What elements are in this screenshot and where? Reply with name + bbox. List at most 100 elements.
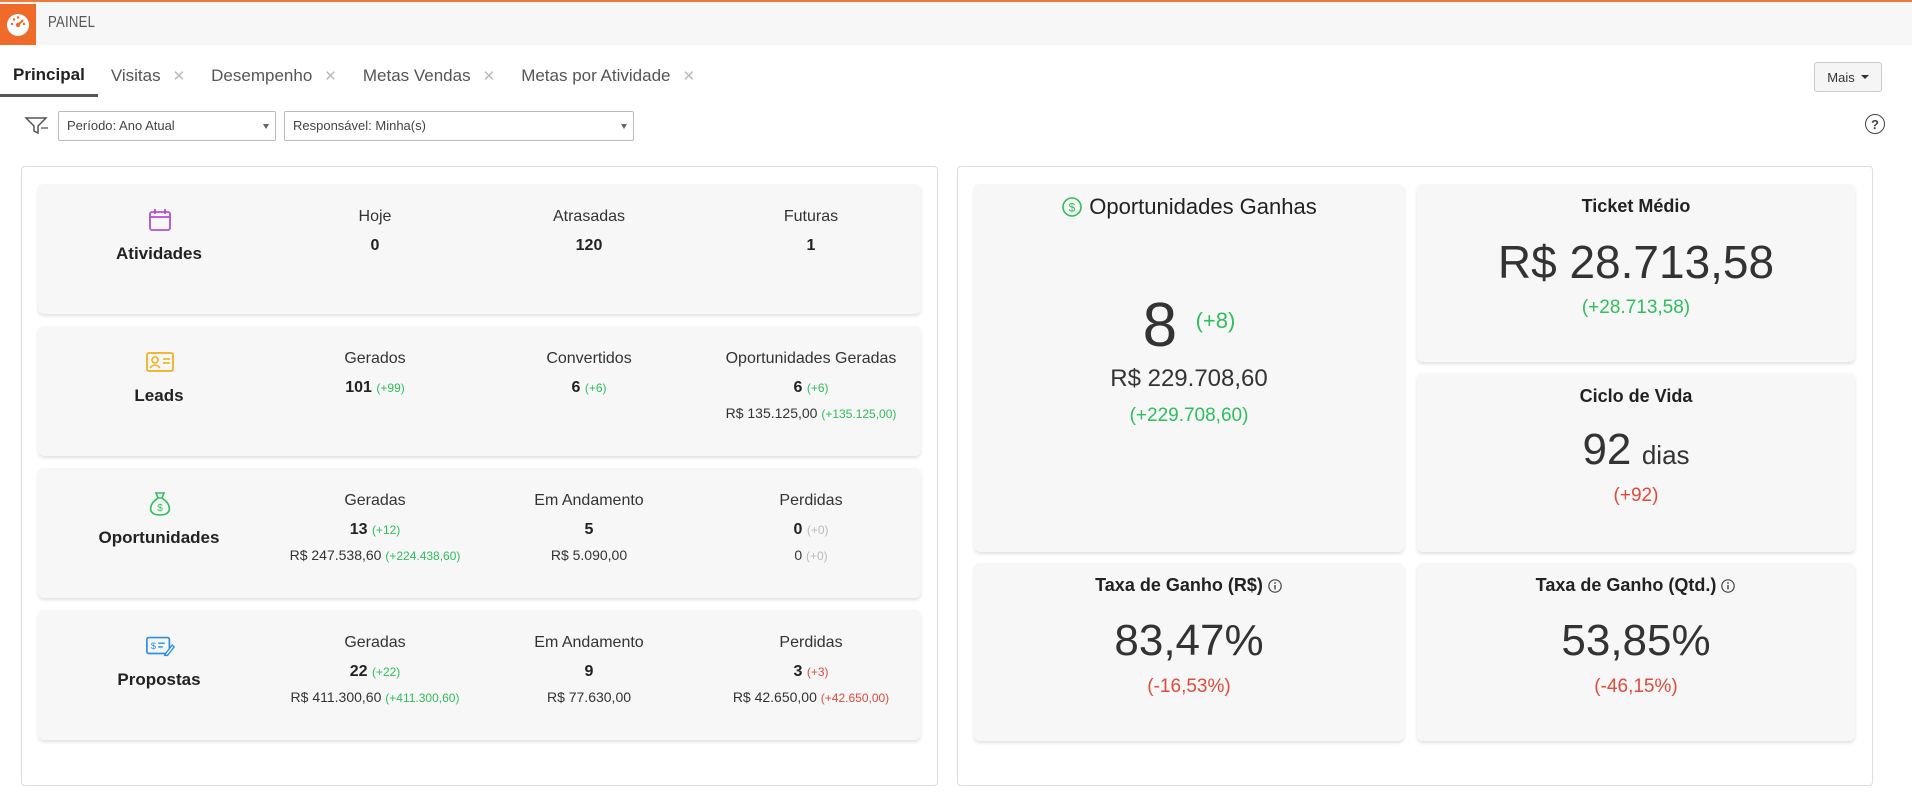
stat-value-wrap: 22 (+22) [265,663,485,681]
more-button[interactable]: Mais [1814,62,1882,92]
row-title: Propostas [117,670,201,689]
stat-convertidos[interactable]: Convertidos 6 (+6) [479,350,699,397]
stat-value: 120 [575,237,603,254]
info-icon[interactable] [1720,578,1736,594]
stat-money-delta: (+42.650,00) [820,691,890,705]
ciclo-row: 92 dias [1417,425,1855,475]
oportunidades-ganhas-card[interactable]: $ Oportunidades Ganhas 8 (+8) R$ 229.708… [974,184,1404,552]
taxa-qtd-value: 53,85% [1561,616,1711,665]
stat-geradas[interactable]: Geradas 22 (+22) R$ 411.300,60 (+411.300… [265,634,485,705]
ciclo-de-vida-card[interactable]: Ciclo de Vida 92 dias (+92) [1417,373,1855,552]
close-icon[interactable]: ✕ [172,68,186,85]
svg-text:$: $ [157,503,163,514]
stat-label: Futuras [783,208,839,225]
stat-label: Em Andamento [534,634,644,651]
card-header: Taxa de Ganho (R$) [974,575,1404,596]
stat-label: Em Andamento [534,492,644,509]
close-icon[interactable]: ✕ [682,68,696,85]
top-bar: PAINEL [0,0,1912,45]
tab-desempenho[interactable]: Desempenho ✕ [198,55,350,97]
tab-label: Visitas [110,66,161,85]
stat-value: 9 [584,663,594,680]
taxa-ganho-valor-card[interactable]: Taxa de Ganho (R$) 83,47% (-16,53%) [974,563,1404,741]
stat-label: Convertidos [546,350,632,367]
help-icon[interactable]: ? [1865,114,1885,134]
dropdown-arrow-icon [621,123,627,129]
stat-value: 3 [793,663,803,680]
ciclo-delta: (+92) [1613,485,1659,506]
stat-money-wrap: R$ 42.650,00 (+42.650,00) [701,689,921,705]
tab-metas-vendas[interactable]: Metas Vendas ✕ [350,55,508,97]
stat-perdidas[interactable]: Perdidas 0 (+0) 0 (+0) [701,492,921,563]
taxa-ganho-qtd-card[interactable]: Taxa de Ganho (Qtd.) 53,85% (-46,15%) [1417,563,1855,741]
tab-label: Desempenho [211,66,313,85]
card-title: Taxa de Ganho (R$) [1095,575,1263,595]
period-value: Período: Ano Atual [67,118,175,133]
kpi-panel: $ Oportunidades Ganhas 8 (+8) R$ 229.708… [957,166,1873,786]
row-title: Oportunidades [98,528,220,547]
taxa-rs-delta: (-16,53%) [1147,676,1231,697]
stat-value: 0 [370,237,380,254]
stat-delta: (+99) [376,381,405,395]
page-title: PAINEL [48,14,96,31]
stat-futuras[interactable]: Futuras 1 [701,208,921,255]
stat-gerados[interactable]: Gerados 101 (+99) [265,350,485,397]
stat-label: Oportunidades Geradas [725,350,897,367]
stat-money-delta: (+224.438,60) [385,549,461,563]
ticket-medio-card[interactable]: Ticket Médio R$ 28.713,58 (+28.713,58) [1417,184,1855,362]
filter-bar: Período: Ano Atual Responsável: Minha(s) [24,110,634,141]
speedometer-icon [7,13,29,36]
svg-text:$: $ [151,641,157,651]
stat-label: Gerados [344,350,406,367]
calendar-icon [145,206,175,234]
tab-visitas[interactable]: Visitas ✕ [98,55,198,97]
stat-atrasadas[interactable]: Atrasadas 120 [479,208,699,255]
stat-label: Perdidas [779,492,843,509]
stat-label: Geradas [344,492,406,509]
dashboard-logo[interactable] [0,4,36,45]
stat-value: 1 [806,237,816,254]
summary-panel: Atividades Hoje 0 Atrasadas 120 Futuras … [21,166,938,786]
stat-em-andamento[interactable]: Em Andamento 9 R$ 77.630,00 [479,634,699,705]
stat-oportunidades-geradas[interactable]: Oportunidades Geradas 6 (+6) R$ 135.125,… [701,350,921,421]
ciclo-unit: dias [1641,440,1690,470]
stat-money: 0 [794,547,803,563]
responsible-value: Responsável: Minha(s) [293,118,426,133]
tab-principal[interactable]: Principal [0,55,98,97]
stat-geradas[interactable]: Geradas 13 (+12) R$ 247.538,60 (+224.438… [265,492,485,563]
won-value: R$ 229.708,60 [1110,365,1268,392]
close-icon[interactable]: ✕ [482,68,496,85]
ticket-delta: (+28.713,58) [1581,297,1691,318]
responsible-select[interactable]: Responsável: Minha(s) [284,110,634,141]
period-select[interactable]: Período: Ano Atual [58,110,276,141]
filter-icon[interactable] [24,115,50,137]
info-icon[interactable] [1267,578,1283,594]
contact-card-icon [145,348,175,376]
stat-money-delta: (+411.300,60) [385,691,460,705]
stat-label: Perdidas [779,634,843,651]
close-icon[interactable]: ✕ [324,68,337,85]
stat-label: Hoje [358,208,392,225]
stat-value: 13 [349,521,368,538]
stat-value: 0 [793,521,803,538]
stat-value: 22 [349,663,368,680]
tab-metas-por-atividade[interactable]: Metas por Atividade ✕ [508,55,708,97]
stat-perdidas[interactable]: Perdidas 3 (+3) R$ 42.650,00 (+42.650,00… [701,634,921,705]
stat-money-wrap: R$ 247.538,60 (+224.438,60) [265,547,485,563]
tab-label: Principal [13,64,85,84]
stat-money-wrap: 0 (+0) [701,547,921,563]
stat-hoje[interactable]: Hoje 0 [265,208,485,255]
stat-em-andamento[interactable]: Em Andamento 5 R$ 5.090,00 [479,492,699,563]
money-bag-icon: $ [145,490,175,518]
stat-money: R$ 411.300,60 [290,689,382,705]
stat-value: 6 [793,379,803,396]
count-row: 8 (+8) [974,290,1404,361]
stat-money-delta: (+0) [806,549,828,563]
stat-value-wrap: 13 (+12) [265,521,485,539]
stat-value-wrap: 101 (+99) [265,379,485,397]
won-count: 8 [1142,291,1178,360]
tab-label: Metas por Atividade [521,66,671,85]
card-title: Oportunidades Ganhas [1089,194,1317,219]
card-title: Ciclo de Vida [1579,386,1693,406]
stat-money-wrap: R$ 135.125,00 (+135.125,00) [701,405,921,421]
